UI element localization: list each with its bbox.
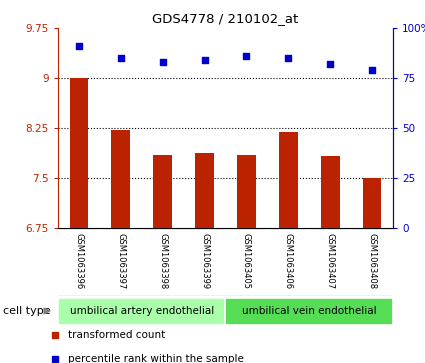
Text: GSM1063407: GSM1063407 xyxy=(326,233,335,290)
Text: GSM1063406: GSM1063406 xyxy=(284,233,293,290)
Point xyxy=(327,61,334,67)
Text: GSM1063398: GSM1063398 xyxy=(158,233,167,290)
Point xyxy=(368,67,375,73)
Text: cell type: cell type xyxy=(3,306,51,316)
Bar xyxy=(363,178,382,228)
Point xyxy=(243,53,250,59)
Bar xyxy=(237,155,256,228)
Text: GSM1063396: GSM1063396 xyxy=(74,233,83,290)
Bar xyxy=(70,78,88,228)
Text: transformed count: transformed count xyxy=(68,330,165,340)
Bar xyxy=(226,298,393,325)
Text: GSM1063408: GSM1063408 xyxy=(368,233,377,290)
Point xyxy=(76,43,82,49)
Point xyxy=(159,59,166,65)
Bar xyxy=(111,130,130,228)
Text: GSM1063399: GSM1063399 xyxy=(200,233,209,290)
Bar xyxy=(58,298,226,325)
Text: umbilical artery endothelial: umbilical artery endothelial xyxy=(70,306,214,316)
Title: GDS4778 / 210102_at: GDS4778 / 210102_at xyxy=(153,12,299,25)
Point xyxy=(201,57,208,63)
Text: percentile rank within the sample: percentile rank within the sample xyxy=(68,354,244,363)
Text: GSM1063397: GSM1063397 xyxy=(116,233,125,290)
Bar xyxy=(321,156,340,228)
Point xyxy=(285,55,292,61)
Bar xyxy=(195,153,214,228)
Text: GSM1063405: GSM1063405 xyxy=(242,233,251,289)
Bar xyxy=(279,132,298,228)
Bar xyxy=(153,155,172,228)
Text: umbilical vein endothelial: umbilical vein endothelial xyxy=(242,306,377,316)
Point xyxy=(117,55,124,61)
